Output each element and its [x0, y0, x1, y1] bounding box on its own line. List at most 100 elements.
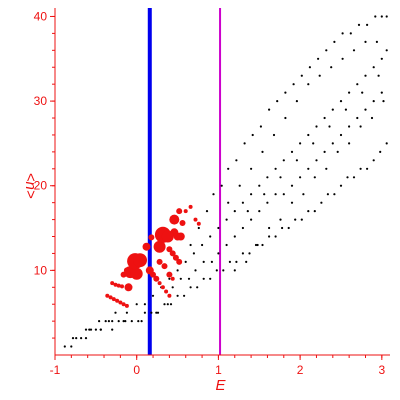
data-point: [241, 226, 244, 230]
y-tick-label: 30: [34, 94, 48, 108]
data-point: [130, 267, 143, 280]
data-point: [225, 218, 228, 221]
data-point: [222, 269, 225, 272]
data-point: [372, 66, 375, 69]
data-point: [63, 345, 66, 348]
data-point: [161, 263, 168, 270]
data-point: [315, 159, 318, 162]
data-point: [364, 40, 367, 44]
axes: [54, 8, 390, 356]
data-point: [125, 311, 128, 314]
data-point: [380, 57, 383, 60]
data-point: [294, 218, 297, 221]
data-point: [380, 15, 383, 18]
data-point: [268, 226, 271, 230]
data-point: [169, 303, 173, 306]
data-point: [189, 243, 192, 247]
data-point: [124, 303, 129, 308]
data-point: [176, 294, 179, 297]
data-point: [183, 209, 188, 214]
data-point: [356, 83, 359, 86]
data-point: [375, 40, 378, 44]
data-point: [194, 269, 197, 272]
data-point: [179, 220, 186, 226]
data-point: [364, 74, 367, 77]
data-point: [235, 159, 238, 162]
data-point: [145, 266, 154, 275]
data-point: [315, 125, 318, 128]
data-point: [238, 184, 241, 187]
data-point: [75, 337, 78, 340]
data-point: [111, 328, 114, 331]
data-point: [183, 294, 186, 297]
data-point: [80, 337, 83, 340]
data-point: [193, 217, 198, 222]
data-point: [259, 125, 262, 128]
data-point: [307, 167, 310, 170]
data-point: [94, 328, 97, 331]
data-point: [235, 260, 238, 263]
data-point: [156, 311, 160, 314]
data-point: [323, 150, 326, 153]
data-point: [111, 297, 116, 302]
x-tick-label: -1: [50, 363, 61, 377]
data-point: [348, 142, 351, 145]
data-point: [308, 66, 311, 69]
data-point: [189, 286, 192, 289]
data-point: [184, 260, 187, 263]
data-point: [121, 302, 126, 307]
data-point: [357, 23, 361, 26]
data-point: [300, 218, 303, 221]
data-point: [98, 320, 101, 323]
data-point: [287, 226, 290, 230]
data-point: [274, 235, 277, 238]
data-point: [333, 40, 336, 44]
data-point: [212, 193, 215, 196]
data-point: [150, 311, 153, 314]
data-point: [339, 184, 343, 187]
data-point: [263, 193, 266, 196]
data-point: [268, 108, 271, 111]
data-point: [307, 83, 310, 86]
data-point: [366, 167, 369, 170]
data-point: [333, 193, 336, 196]
data-point: [143, 311, 146, 314]
data-point: [153, 275, 160, 282]
data-point: [196, 286, 199, 289]
data-point: [352, 49, 356, 52]
data-point: [318, 74, 321, 77]
data-point: [281, 226, 284, 230]
data-point: [209, 235, 212, 238]
data-point: [276, 100, 279, 103]
data-point: [302, 193, 305, 196]
data-point: [110, 281, 115, 286]
data-point: [320, 201, 323, 204]
data-point: [88, 328, 91, 331]
data-point: [130, 320, 133, 323]
data-point: [299, 176, 302, 179]
data-point: [166, 303, 169, 306]
data-point: [307, 210, 310, 213]
data-point: [372, 159, 375, 162]
data-point: [220, 184, 223, 187]
data-point: [176, 269, 179, 272]
data-point: [140, 320, 143, 323]
data-point: [217, 226, 220, 230]
data-point: [243, 142, 246, 145]
data-point: [84, 328, 88, 331]
data-point: [282, 193, 285, 196]
data-point: [197, 226, 200, 230]
data-point: [377, 74, 380, 77]
data-point: [210, 260, 213, 263]
data-point: [142, 242, 151, 251]
data-point: [124, 283, 133, 292]
x-axis-title: E: [215, 377, 226, 394]
data-point: [313, 210, 316, 213]
data-point: [326, 193, 329, 196]
data-point: [279, 218, 282, 221]
data-point: [209, 277, 212, 280]
data-point: [268, 235, 271, 238]
data-point: [266, 176, 269, 179]
data-point: [117, 320, 120, 323]
